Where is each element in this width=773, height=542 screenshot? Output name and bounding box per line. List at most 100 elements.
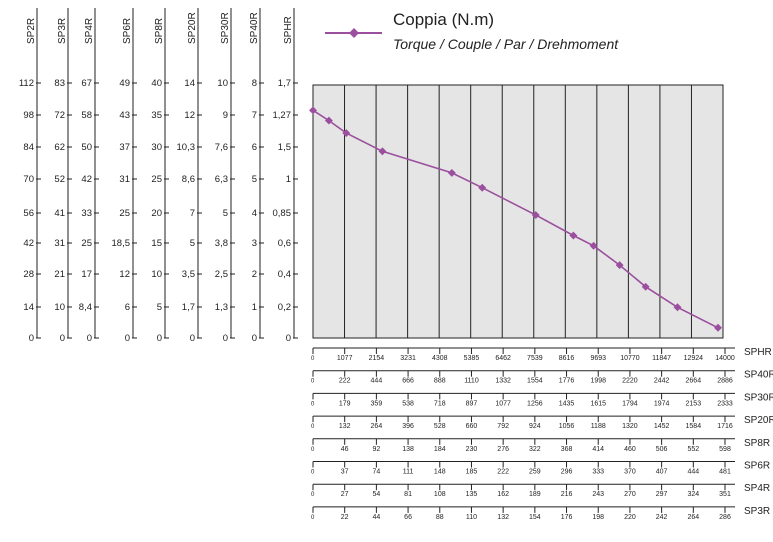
- bottom-axis-tick-label: 0: [311, 379, 315, 385]
- left-axis-tick-label: 0: [157, 333, 162, 344]
- bottom-axis-tick-label: 1056: [559, 423, 575, 430]
- bottom-axis-tick-label: 368: [561, 446, 573, 453]
- left-axis-name: SPHR: [283, 16, 294, 44]
- bottom-axis-tick-label: 1077: [495, 400, 511, 407]
- left-axis-tick-label: 14: [23, 302, 34, 313]
- bottom-axis-tick-label: 0: [311, 424, 315, 430]
- left-axis-tick-label: 10: [217, 78, 228, 89]
- bottom-axis-name: SP30R: [744, 392, 773, 403]
- bottom-axis-tick-label: 1188: [591, 423, 606, 430]
- left-axis-sp3r: SP3R 83 72 62 52 41 31 21 10 0: [54, 8, 72, 344]
- left-axis-name: SP3R: [57, 18, 68, 44]
- bottom-axis-tick-label: 666: [402, 378, 414, 385]
- bottom-axis-tick-label: 27: [341, 491, 349, 498]
- bottom-axis-tick-label: 0: [311, 447, 315, 453]
- bottom-axis-tick-label: 444: [687, 469, 699, 476]
- torque-point: [569, 231, 578, 240]
- bottom-axis-sp40r: 0 222 444 666 888 1110 1332 1554 1776 1998 2220 244…: [311, 370, 773, 385]
- left-axis-name: SP6R: [122, 18, 133, 44]
- bottom-axis-sp4r: 0 27 54 81 108 135 162 189 216 243 270 297 324 351 SP4…: [311, 483, 770, 498]
- bottom-axis-tick-label: 222: [497, 469, 509, 476]
- bottom-axis-tick-label: 1256: [527, 400, 543, 407]
- bottom-axis-tick-label: 1584: [686, 423, 702, 430]
- bottom-axis-tick-label: 132: [497, 514, 509, 521]
- left-axis-tick-label: 10: [54, 302, 65, 313]
- left-axis-tick-label: 58: [81, 110, 92, 121]
- bottom-axis-tick-label: 6462: [495, 355, 511, 362]
- bottom-axis-tick-label: 414: [592, 446, 604, 453]
- left-axis-tick-label: 20: [151, 208, 162, 219]
- torque-point: [673, 303, 682, 312]
- left-axis-tick-label: 10: [151, 269, 162, 280]
- bottom-axis-tick-label: 1320: [622, 423, 638, 430]
- bottom-axis-tick-label: 460: [624, 446, 636, 453]
- torque-point: [478, 183, 487, 192]
- left-axis-tick-label: 8,4: [79, 302, 92, 313]
- bottom-axis-tick-label: 1998: [590, 378, 606, 385]
- bottom-axis-tick-label: 1077: [337, 355, 353, 362]
- bottom-axis-tick-label: 189: [529, 491, 541, 498]
- bottom-axis-tick-label: 370: [624, 469, 636, 476]
- bottom-axis-tick-label: 54: [372, 491, 380, 498]
- bottom-axis-tick-label: 179: [339, 400, 351, 407]
- bottom-axis-tick-label: 2886: [717, 378, 733, 385]
- bottom-axis-sp20r: 0 132 264 396 528 660 792 924 1056 1188 1320 1452 15…: [311, 415, 773, 430]
- left-axis-name: SP4R: [84, 18, 95, 44]
- left-axis-tick-label: 1,5: [278, 142, 291, 153]
- left-axis-tick-label: 5: [157, 302, 162, 313]
- bottom-axis-tick-label: 135: [466, 491, 478, 498]
- left-axis-tick-label: 31: [119, 174, 130, 185]
- bottom-axis-tick-label: 0: [311, 515, 315, 521]
- bottom-axis-tick-label: 322: [529, 446, 541, 453]
- bottom-axis-tick-label: 792: [497, 423, 509, 430]
- left-axis-sp30r: SP30R 10 9 7,6 6,3 5 3,8 2,5 1,3 0: [215, 8, 235, 344]
- left-axis-tick-label: 14: [184, 78, 195, 89]
- bottom-axis-tick-label: 46: [341, 446, 349, 453]
- bottom-axis-tick-label: 22: [341, 514, 349, 521]
- left-axis-name: SP20R: [187, 12, 198, 44]
- left-axis-tick-label: 37: [119, 142, 130, 153]
- bottom-axis-tick-label: 198: [592, 514, 604, 521]
- bottom-axis-tick-label: 506: [656, 446, 668, 453]
- bottom-axis-tick-label: 2442: [654, 378, 670, 385]
- left-axis-tick-label: 62: [54, 142, 65, 153]
- bottom-axis-tick-label: 1332: [495, 378, 511, 385]
- bottom-axis-tick-label: 11847: [652, 355, 671, 362]
- legend-subtitle: Torque / Couple / Par / Drehmoment: [393, 36, 619, 52]
- bottom-axis-tick-label: 286: [719, 514, 731, 521]
- bottom-axis-tick-label: 185: [466, 469, 478, 476]
- bottom-axis-tick-label: 10770: [620, 355, 640, 362]
- bottom-axis-tick-label: 222: [339, 378, 351, 385]
- bottom-axis-tick-label: 297: [656, 491, 668, 498]
- bottom-axis-tick-label: 44: [372, 514, 380, 521]
- chart-legend: Coppia (N.m) Torque / Couple / Par / Dre…: [325, 10, 619, 52]
- left-axis-tick-label: 28: [23, 269, 34, 280]
- bottom-axis-tick-label: 552: [687, 446, 699, 453]
- bottom-axis-name: SP4R: [744, 483, 770, 494]
- bottom-axis-tick-label: 1435: [559, 400, 575, 407]
- left-axis-tick-label: 52: [54, 174, 65, 185]
- torque-point: [378, 147, 387, 156]
- bottom-axis-tick-label: 81: [404, 491, 412, 498]
- bottom-axis-tick-label: 132: [339, 423, 351, 430]
- torque-point: [589, 241, 598, 250]
- bottom-axes: 0 1077 2154 3231 4308 5385 6462 7539 8616 9693 107…: [311, 347, 773, 521]
- bottom-axis-tick-label: 1794: [622, 400, 638, 407]
- bottom-axis-sphr: 0 1077 2154 3231 4308 5385 6462 7539 8616 9693 107…: [311, 347, 772, 362]
- left-axis-tick-label: 98: [23, 110, 34, 121]
- left-axis-tick-label: 56: [23, 208, 34, 219]
- left-axis-tick-label: 0,2: [278, 302, 291, 313]
- left-axis-tick-label: 0: [252, 333, 257, 344]
- left-axis-tick-label: 0: [286, 333, 291, 344]
- bottom-axis-tick-label: 88: [436, 514, 444, 521]
- bottom-axis-tick-label: 0: [311, 401, 315, 407]
- left-axis-tick-label: 30: [151, 142, 162, 153]
- left-axis-tick-label: 6,3: [215, 174, 228, 185]
- bottom-axis-name: SP6R: [744, 461, 770, 472]
- bottom-axis-tick-label: 296: [561, 469, 573, 476]
- bottom-axis-name: SP40R: [744, 370, 773, 381]
- left-axis-tick-label: 84: [23, 142, 34, 153]
- left-axis-tick-label: 2: [252, 269, 257, 280]
- bottom-axis-tick-label: 0: [311, 470, 315, 476]
- left-axis-tick-label: 1,7: [278, 78, 291, 89]
